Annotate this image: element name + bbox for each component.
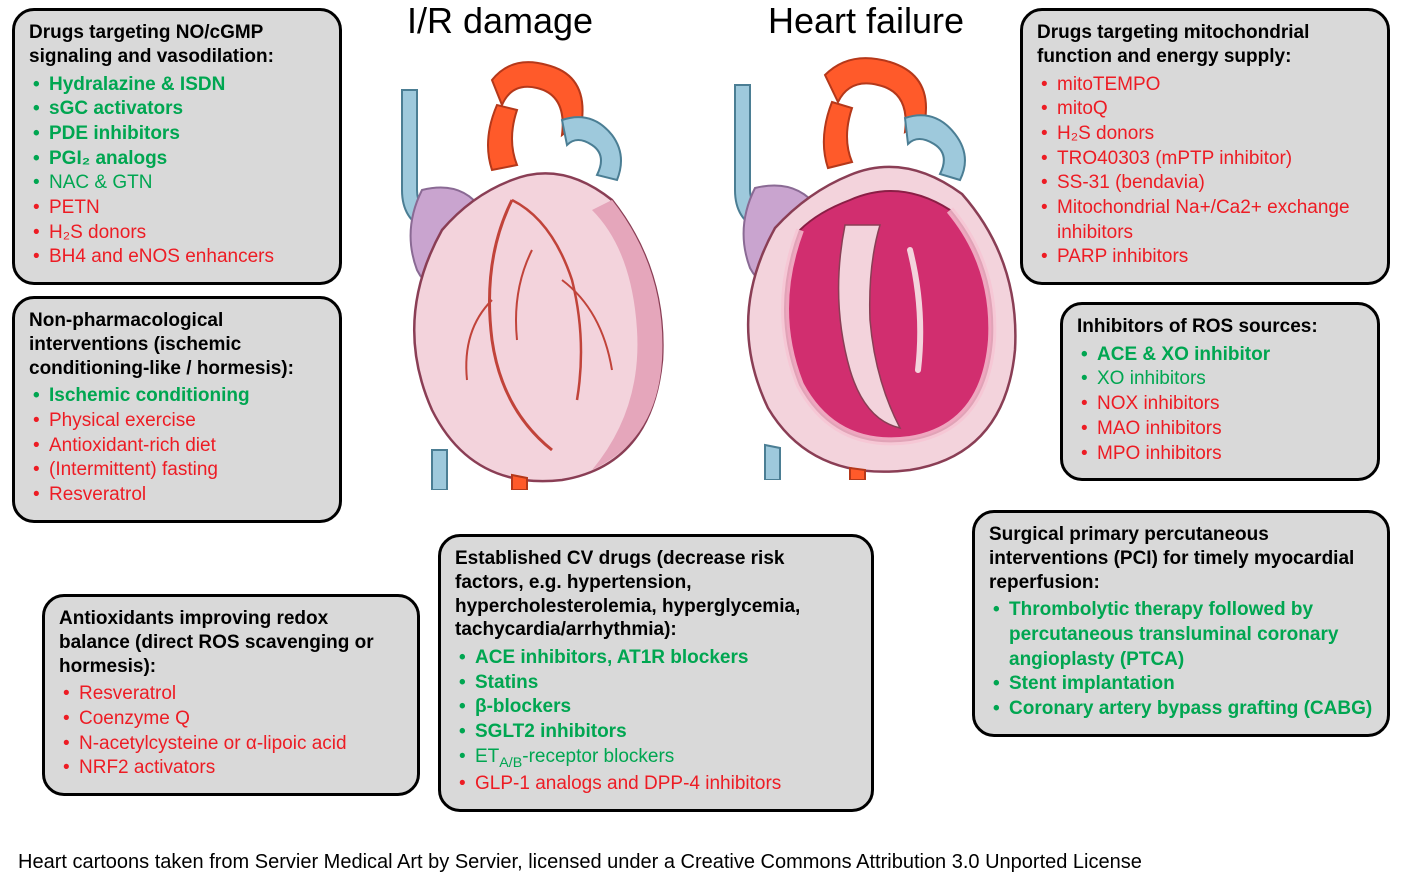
list-item: ACE inhibitors, AT1R blockers (455, 646, 857, 671)
list-item: TRO40303 (mPTP inhibitor) (1037, 147, 1373, 172)
list-item: ETA/B-receptor blockers (455, 745, 857, 772)
box-cv-drugs-title: Established CV drugs (decrease risk fact… (455, 547, 857, 642)
list-item: Coronary artery bypass grafting (CABG) (989, 697, 1373, 722)
box-mito: Drugs targeting mitochondrial function a… (1020, 8, 1390, 285)
box-no-cgmp-items: Hydralazine & ISDN sGC activators PDE in… (29, 73, 325, 271)
list-item: MPO inhibitors (1077, 442, 1363, 467)
box-mito-items: mitoTEMPO mitoQ H₂S donors TRO40303 (mPT… (1037, 73, 1373, 271)
title-ir: I/R damage (370, 0, 630, 42)
list-item: mitoQ (1037, 97, 1373, 122)
box-antioxidants-items: Resveratrol Coenzyme Q N-acetylcysteine … (59, 682, 403, 781)
list-item: Thrombolytic therapy followed by percuta… (989, 598, 1373, 672)
list-item: PDE inhibitors (29, 122, 325, 147)
heart-ir (362, 50, 682, 490)
list-item: Physical exercise (29, 409, 325, 434)
list-item: Antioxidant-rich diet (29, 434, 325, 459)
list-item: N-acetylcysteine or α-lipoic acid (59, 732, 403, 757)
list-item: Statins (455, 671, 857, 696)
list-item: GLP-1 analogs and DPP-4 inhibitors (455, 772, 857, 797)
list-item: PARP inhibitors (1037, 245, 1373, 270)
box-antioxidants: Antioxidants improving redox balance (di… (42, 594, 420, 796)
list-item: XO inhibitors (1077, 367, 1363, 392)
list-item: (Intermittent) fasting (29, 458, 325, 483)
box-ros-title: Inhibitors of ROS sources: (1077, 315, 1363, 339)
list-item: Resveratrol (59, 682, 403, 707)
list-item: MAO inhibitors (1077, 417, 1363, 442)
box-mito-title: Drugs targeting mitochondrial function a… (1037, 21, 1373, 69)
list-item: NRF2 activators (59, 756, 403, 781)
canvas: I/R damage Heart failure (0, 0, 1403, 886)
list-item: NOX inhibitors (1077, 392, 1363, 417)
list-item: mitoTEMPO (1037, 73, 1373, 98)
list-item: sGC activators (29, 97, 325, 122)
list-item: Coenzyme Q (59, 707, 403, 732)
box-no-cgmp-title: Drugs targeting NO/cGMP signaling and va… (29, 21, 325, 69)
list-item: Hydralazine & ISDN (29, 73, 325, 98)
list-item: BH4 and eNOS enhancers (29, 245, 325, 270)
list-item: ACE & XO inhibitor (1077, 343, 1363, 368)
box-ros-items: ACE & XO inhibitor XO inhibitors NOX inh… (1077, 343, 1363, 466)
box-pci: Surgical primary percutaneous interventi… (972, 510, 1390, 737)
list-item: PETN (29, 196, 325, 221)
list-item: Ischemic conditioning (29, 384, 325, 409)
heart-hf (700, 50, 1030, 480)
list-item: NAC & GTN (29, 171, 325, 196)
box-non-pharma: Non-pharmacological interventions (ische… (12, 296, 342, 523)
box-non-pharma-title: Non-pharmacological interventions (ische… (29, 309, 325, 380)
box-cv-drugs-items: ACE inhibitors, AT1R blockers Statins β-… (455, 646, 857, 797)
box-pci-items: Thrombolytic therapy followed by percuta… (989, 598, 1373, 721)
box-antioxidants-title: Antioxidants improving redox balance (di… (59, 607, 403, 678)
box-pci-title: Surgical primary percutaneous interventi… (989, 523, 1373, 594)
list-item: Resveratrol (29, 483, 325, 508)
list-item: β-blockers (455, 695, 857, 720)
box-no-cgmp: Drugs targeting NO/cGMP signaling and va… (12, 8, 342, 285)
list-item: SGLT2 inhibitors (455, 720, 857, 745)
attribution-text: Heart cartoons taken from Servier Medica… (18, 851, 1142, 874)
list-item: Stent implantation (989, 672, 1373, 697)
box-cv-drugs: Established CV drugs (decrease risk fact… (438, 534, 874, 812)
list-item: H₂S donors (29, 221, 325, 246)
list-item: H₂S donors (1037, 122, 1373, 147)
box-ros: Inhibitors of ROS sources: ACE & XO inhi… (1060, 302, 1380, 481)
title-hf: Heart failure (716, 0, 1016, 42)
list-item: SS-31 (bendavia) (1037, 171, 1373, 196)
list-item: Mitochondrial Na+/Ca2+ exchange inhibito… (1037, 196, 1373, 245)
list-item: PGI₂ analogs (29, 147, 325, 172)
box-non-pharma-items: Ischemic conditioning Physical exercise … (29, 384, 325, 507)
